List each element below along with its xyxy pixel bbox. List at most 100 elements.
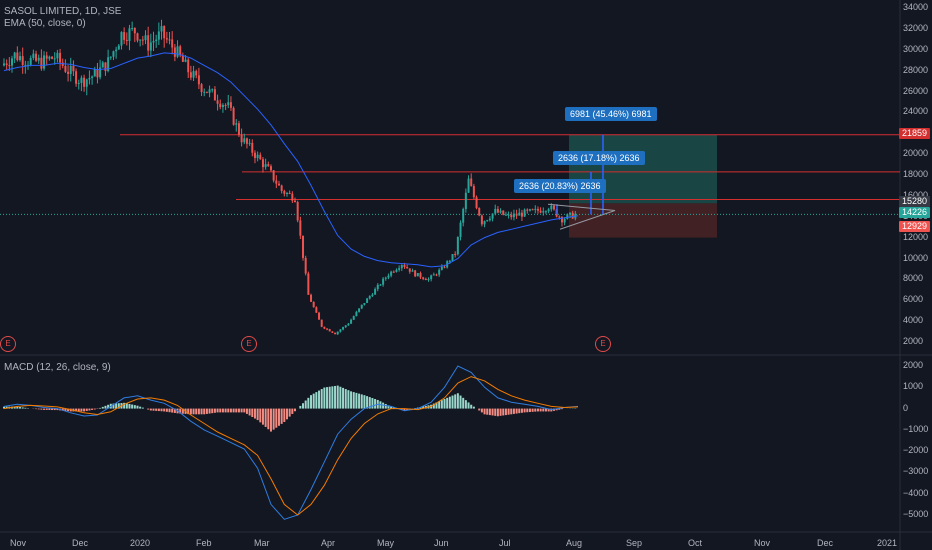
candle-body bbox=[512, 213, 515, 218]
macd-histogram-bar bbox=[304, 400, 307, 409]
candle-body bbox=[371, 294, 374, 297]
macd-histogram-bar bbox=[91, 408, 94, 410]
macd-tick-label: 2000 bbox=[903, 360, 924, 370]
candle-body bbox=[133, 27, 136, 34]
candle-body bbox=[350, 319, 353, 324]
price-tick-label: 16000 bbox=[903, 189, 929, 200]
position-label-3[interactable]: 6981 (45.46%) 6981 bbox=[565, 107, 657, 121]
candle-body bbox=[475, 197, 478, 209]
candle-body bbox=[35, 53, 38, 61]
macd-histogram-bar bbox=[245, 408, 248, 414]
macd-histogram-bar bbox=[467, 402, 470, 409]
candle-body bbox=[488, 218, 491, 221]
macd-histogram-bar bbox=[552, 408, 555, 411]
candle-body bbox=[454, 254, 457, 256]
candle-body bbox=[93, 69, 96, 77]
candle-body bbox=[213, 89, 216, 101]
projection-bar bbox=[556, 204, 558, 215]
candle-body bbox=[13, 52, 16, 59]
price-tick-label: 4000 bbox=[903, 315, 924, 326]
candle-body bbox=[3, 63, 5, 66]
candle-body bbox=[438, 269, 441, 275]
candle-body bbox=[8, 65, 11, 67]
candle-body bbox=[318, 312, 321, 320]
macd-histogram-bar bbox=[211, 408, 214, 414]
macd-histogram-bar bbox=[294, 408, 297, 412]
candle-body bbox=[499, 210, 502, 213]
candle-body bbox=[392, 271, 395, 273]
candle-body bbox=[173, 47, 176, 57]
macd-histogram-bar bbox=[350, 391, 353, 409]
time-tick-label: Nov bbox=[754, 538, 771, 548]
macd-tick-label: −1000 bbox=[903, 423, 929, 434]
macd-histogram-bar bbox=[168, 408, 171, 413]
macd-histogram-bar bbox=[275, 408, 278, 428]
macd-histogram-bar bbox=[267, 408, 270, 430]
candle-body bbox=[69, 65, 72, 74]
candle-body bbox=[272, 170, 275, 181]
candle-body bbox=[285, 192, 288, 194]
macd-histogram-bar bbox=[478, 408, 481, 411]
macd-histogram-bar bbox=[360, 394, 363, 409]
macd-histogram-bar bbox=[390, 406, 393, 409]
candle-body bbox=[459, 222, 462, 238]
macd-histogram-bar bbox=[326, 387, 329, 409]
candle-body bbox=[395, 269, 398, 272]
candle-body bbox=[494, 208, 497, 214]
candle-body bbox=[219, 103, 222, 108]
macd-histogram-bar bbox=[64, 408, 67, 411]
candle-body bbox=[451, 254, 454, 261]
macd-histogram-bar bbox=[240, 408, 243, 413]
macd-histogram-bar bbox=[520, 408, 523, 413]
macd-histogram-bar bbox=[339, 386, 342, 409]
macd-histogram-bar bbox=[232, 408, 235, 413]
position-label-2[interactable]: 2636 (17.18%) 2636 bbox=[553, 151, 645, 165]
price-tick-label: 34000 bbox=[903, 2, 929, 12]
earnings-marker[interactable]: E bbox=[241, 336, 257, 352]
candle-body bbox=[342, 327, 345, 330]
earnings-marker[interactable]: E bbox=[0, 336, 16, 352]
macd-line bbox=[3, 365, 579, 520]
macd-histogram-bar bbox=[448, 396, 451, 409]
candle-body bbox=[109, 56, 112, 58]
price-tag-last: 14226 bbox=[898, 207, 930, 218]
candle-body bbox=[523, 209, 526, 217]
candle-body bbox=[67, 71, 70, 74]
macd-histogram-bar bbox=[133, 405, 136, 409]
macd-histogram-bar bbox=[403, 408, 406, 411]
candle-body bbox=[416, 273, 419, 277]
candle-body bbox=[427, 279, 430, 281]
macd-histogram-bar bbox=[318, 390, 321, 409]
macd-histogram-bar bbox=[80, 408, 83, 412]
time-tick-label: Jul bbox=[499, 538, 511, 548]
macd-histogram-bar bbox=[368, 397, 371, 409]
macd-histogram-bar bbox=[491, 408, 494, 416]
candle-body bbox=[398, 268, 401, 270]
stop-zone bbox=[569, 203, 717, 238]
macd-histogram-bar bbox=[261, 408, 264, 425]
candle-body bbox=[64, 65, 67, 72]
earnings-marker[interactable]: E bbox=[595, 336, 611, 352]
candle-body bbox=[136, 33, 139, 41]
position-label-1[interactable]: 2636 (20.83%) 2636 bbox=[514, 179, 606, 193]
macd-histogram-bar bbox=[235, 408, 238, 413]
candle-body bbox=[171, 39, 174, 48]
macd-histogram-bar bbox=[264, 408, 267, 427]
candle-body bbox=[491, 213, 494, 219]
macd-histogram-bar bbox=[446, 397, 449, 409]
candle-body bbox=[51, 56, 54, 59]
macd-histogram-bar bbox=[243, 408, 246, 413]
macd-histogram-bar bbox=[51, 408, 54, 411]
projection-bar bbox=[590, 171, 592, 215]
macd-histogram-bar bbox=[544, 408, 547, 412]
candle-body bbox=[534, 208, 537, 210]
candle-body bbox=[259, 154, 262, 160]
macd-histogram-bar bbox=[48, 408, 51, 410]
candle-body bbox=[88, 77, 91, 80]
macd-histogram-bar bbox=[528, 408, 531, 413]
candle-body bbox=[334, 332, 337, 335]
macd-histogram-bar bbox=[504, 408, 507, 416]
macd-histogram-bar bbox=[472, 406, 475, 409]
projection-bar bbox=[602, 134, 604, 215]
